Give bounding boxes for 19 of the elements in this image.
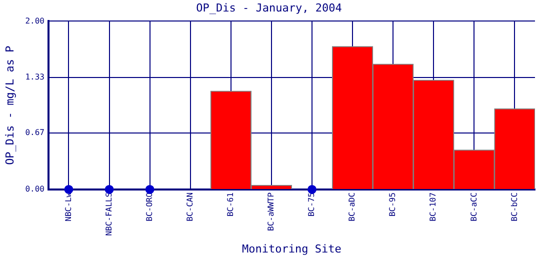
x-tick-label: BC-75 bbox=[307, 192, 316, 217]
x-axis-title: Monitoring Site bbox=[242, 242, 342, 256]
x-tick-label: BC-107 bbox=[428, 192, 438, 222]
y-axis-title: OP_Dis - mg/L as P bbox=[3, 45, 16, 165]
x-tick-label: BC-95 bbox=[388, 192, 398, 217]
x-tick-label: NBC-Lw bbox=[64, 192, 73, 222]
chart-title: OP_Dis - January, 2004 bbox=[196, 1, 342, 14]
x-tick-label: BC-aWWTP bbox=[266, 192, 276, 231]
y-tick-label: 0.67 bbox=[25, 128, 45, 138]
x-tick-label: BC-CAN bbox=[185, 192, 194, 222]
x-tick-label: BC-61 bbox=[226, 192, 235, 217]
y-tick-label: 2.00 bbox=[25, 16, 45, 26]
y-tick-label: 0.00 bbox=[25, 184, 45, 194]
x-tick-label: BC-aDC bbox=[348, 192, 357, 222]
x-tick-label: NBC-FALLS bbox=[104, 192, 114, 236]
x-tick-label: BC-bCC bbox=[510, 192, 519, 222]
x-tick-label: BC-ORO bbox=[144, 192, 154, 222]
x-tick-label: BC-aCC bbox=[469, 192, 478, 222]
y-tick-label: 1.33 bbox=[25, 72, 45, 82]
